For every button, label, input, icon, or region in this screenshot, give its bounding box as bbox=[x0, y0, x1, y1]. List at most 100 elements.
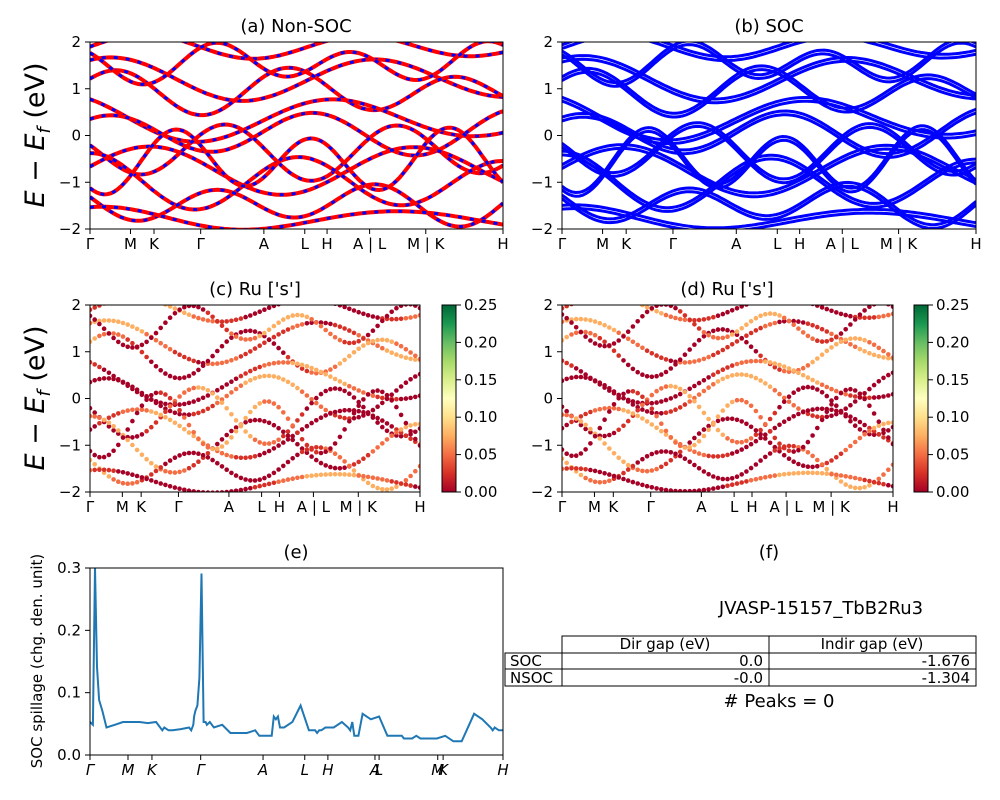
projection-point bbox=[616, 295, 621, 300]
projection-point bbox=[748, 436, 754, 441]
projection-point bbox=[569, 453, 574, 459]
projection-point bbox=[777, 362, 782, 368]
projection-point bbox=[163, 392, 168, 397]
projection-point bbox=[394, 352, 399, 357]
projection-point bbox=[857, 427, 863, 432]
projection-point bbox=[309, 317, 314, 322]
projection-point bbox=[163, 461, 168, 467]
panel-d-frame bbox=[561, 304, 894, 493]
xtick-label: A | L bbox=[769, 498, 803, 516]
projection-point bbox=[120, 342, 126, 348]
projection-point bbox=[616, 353, 621, 358]
projection-point bbox=[408, 395, 413, 401]
projection-point bbox=[120, 470, 126, 475]
projection-point bbox=[748, 441, 754, 447]
projection-point bbox=[564, 315, 569, 321]
projection-point bbox=[573, 466, 579, 471]
gap-table-row-soc-label: SOC bbox=[510, 652, 542, 670]
projection-point bbox=[182, 415, 187, 420]
projection-point bbox=[729, 476, 735, 481]
projection-point bbox=[281, 410, 286, 415]
projection-point bbox=[356, 346, 362, 352]
projection-point bbox=[295, 430, 300, 436]
projection-point bbox=[149, 424, 154, 430]
projection-point bbox=[417, 426, 420, 431]
projection-point bbox=[380, 389, 385, 395]
projection-point bbox=[153, 400, 159, 406]
projection-point bbox=[92, 462, 97, 467]
projection-point bbox=[139, 432, 145, 437]
projection-point bbox=[763, 432, 768, 438]
projection-point bbox=[342, 388, 347, 394]
projection-point bbox=[342, 326, 347, 331]
projection-point bbox=[191, 489, 196, 492]
projection-point bbox=[233, 473, 239, 478]
projection-point bbox=[848, 474, 853, 480]
xtick-label: M bbox=[122, 761, 135, 779]
projection-point bbox=[130, 442, 135, 448]
projection-point bbox=[281, 433, 286, 439]
projection-point bbox=[573, 416, 579, 421]
projection-point bbox=[328, 386, 333, 392]
projection-point bbox=[616, 406, 621, 412]
projection-point bbox=[729, 451, 735, 456]
projection-point bbox=[281, 463, 286, 469]
projection-point bbox=[876, 423, 882, 429]
projection-point bbox=[200, 307, 206, 312]
projection-point bbox=[125, 471, 130, 476]
projection-point bbox=[867, 478, 872, 484]
panel-c-title: (c) Ru ['s'] bbox=[209, 279, 301, 300]
projection-point bbox=[701, 330, 707, 335]
projection-point bbox=[824, 471, 830, 477]
projection-point bbox=[772, 444, 778, 450]
projection-point bbox=[654, 425, 659, 431]
projection-point bbox=[191, 463, 196, 468]
projection-point bbox=[314, 418, 319, 423]
projection-point bbox=[106, 415, 112, 421]
ytick-label: −1 bbox=[531, 436, 553, 454]
projection-point bbox=[116, 442, 121, 448]
projection-point bbox=[154, 299, 159, 304]
projection-point bbox=[673, 488, 678, 492]
projection-point bbox=[659, 421, 664, 427]
projection-point bbox=[205, 451, 211, 456]
projection-point bbox=[233, 488, 239, 492]
projection-point bbox=[125, 381, 130, 387]
projection-point bbox=[328, 331, 333, 337]
projection-point bbox=[791, 403, 796, 408]
projection-point bbox=[276, 479, 281, 485]
projection-point bbox=[403, 433, 409, 439]
projection-point bbox=[257, 483, 263, 489]
projection-point bbox=[781, 452, 787, 458]
projection-point bbox=[271, 422, 277, 428]
projection-point bbox=[734, 481, 740, 486]
projection-point bbox=[262, 363, 267, 368]
projection-point bbox=[309, 365, 314, 371]
projection-point bbox=[158, 481, 163, 486]
projection-point bbox=[687, 347, 692, 352]
projection-point bbox=[172, 306, 178, 311]
projection-point bbox=[763, 311, 768, 317]
projection-point bbox=[328, 411, 333, 416]
projection-point bbox=[876, 314, 882, 320]
band-line bbox=[562, 207, 976, 229]
projection-point bbox=[767, 440, 773, 446]
projection-point bbox=[696, 337, 702, 343]
projection-point bbox=[729, 416, 735, 422]
projection-point bbox=[205, 310, 211, 316]
projection-point bbox=[829, 471, 834, 477]
projection-point bbox=[706, 471, 711, 477]
projection-point bbox=[90, 405, 93, 411]
projection-point bbox=[309, 320, 314, 326]
projection-point bbox=[848, 386, 853, 392]
ylabel-top-sub: f bbox=[34, 125, 55, 134]
projection-point bbox=[583, 329, 588, 335]
projection-point bbox=[252, 478, 258, 483]
projection-point bbox=[285, 379, 291, 385]
projection-point bbox=[876, 394, 882, 400]
projection-point bbox=[172, 375, 178, 381]
projection-point bbox=[602, 441, 607, 446]
projection-point bbox=[107, 300, 112, 305]
projection-point bbox=[692, 383, 697, 389]
projection-point bbox=[290, 360, 296, 366]
